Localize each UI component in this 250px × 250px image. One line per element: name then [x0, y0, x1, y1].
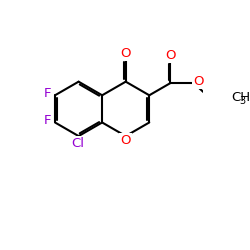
Text: CH: CH — [232, 91, 250, 104]
Text: O: O — [193, 75, 203, 88]
Text: F: F — [44, 114, 52, 127]
Text: F: F — [44, 87, 52, 100]
Text: 3: 3 — [239, 96, 245, 106]
Text: O: O — [120, 134, 131, 147]
Text: Cl: Cl — [71, 137, 84, 150]
Text: O: O — [120, 47, 131, 60]
Text: O: O — [165, 49, 176, 62]
